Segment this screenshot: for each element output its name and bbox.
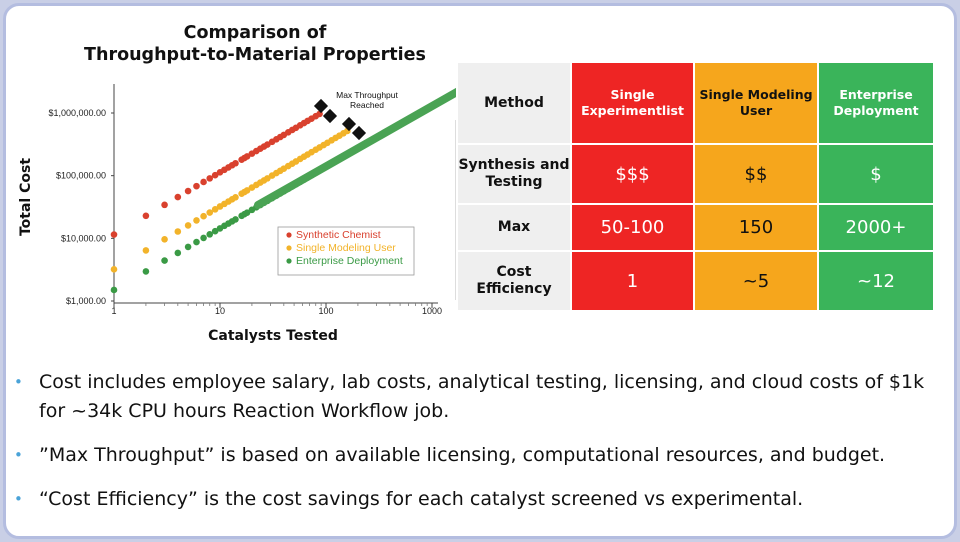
data-point <box>243 209 251 216</box>
data-point <box>232 194 239 201</box>
table-cell: ~5 <box>693 250 819 312</box>
data-point <box>232 159 239 167</box>
y-axis-title: Total Cost <box>18 158 34 236</box>
data-point <box>184 222 192 229</box>
data-point <box>200 178 207 186</box>
legend-marker <box>286 245 292 251</box>
legend-label: Enterprise Deployment <box>296 255 403 267</box>
table-row-label: Cost Efficiency <box>456 250 572 312</box>
legend-label: Synthetic Chemist <box>296 229 381 241</box>
bullet-icon: • <box>14 446 23 464</box>
table-cell: 50-100 <box>570 203 695 252</box>
data-point <box>174 249 182 257</box>
list-item: • “Cost Efficiency” is the cost savings f… <box>14 485 944 514</box>
max-throughput-marker <box>351 125 367 141</box>
data-point <box>142 268 150 275</box>
table-row-label: Synthesis and Testing <box>456 143 572 205</box>
table-cell: 1 <box>570 250 695 312</box>
data-point <box>200 212 207 220</box>
note-text: ”Max Throughput” is based on available l… <box>39 444 886 466</box>
bullet-icon: • <box>14 373 23 391</box>
data-point <box>193 182 200 190</box>
table-cell: $$ <box>693 143 819 205</box>
table-header-modeling-user: Single Modeling User <box>693 61 819 145</box>
y-tick-label: $1,000.00 <box>66 296 106 306</box>
comparison-table: Method Single Experimentlist Single Mode… <box>456 61 935 312</box>
chart-title-line-1: Comparison of <box>183 23 327 43</box>
table-row: Synthesis and Testing $$$ $$ $ <box>456 143 935 205</box>
data-point <box>211 227 219 235</box>
table-row: Cost Efficiency 1 ~5 ~12 <box>456 250 935 312</box>
data-point <box>110 266 118 273</box>
table-header-enterprise: Enterprise Deployment <box>817 61 935 145</box>
data-point <box>110 286 118 294</box>
data-point <box>243 153 251 160</box>
data-point <box>161 257 168 264</box>
data-point <box>206 175 214 182</box>
y-tick-label: $10,000.00 <box>61 233 106 243</box>
data-point <box>206 209 214 216</box>
note-text: Cost includes employee salary, lab costs… <box>39 371 925 422</box>
annotation-line-1: Max Throughput <box>336 90 398 100</box>
bullet-icon: • <box>14 490 23 508</box>
legend-box <box>277 226 415 276</box>
data-point <box>206 231 214 238</box>
table-header-row: Method Single Experimentlist Single Mode… <box>456 61 935 145</box>
note-text: “Cost Efficiency” is the cost savings fo… <box>39 488 804 510</box>
data-point <box>184 243 192 251</box>
max-throughput-marker <box>322 108 338 124</box>
data-point <box>161 201 168 209</box>
data-point <box>142 247 150 254</box>
x-axis-title: Catalysts Tested <box>208 328 338 344</box>
data-point <box>161 236 168 243</box>
legend-marker <box>286 258 292 264</box>
data-point <box>110 231 118 238</box>
list-item: • Cost includes employee salary, lab cost… <box>14 368 944 426</box>
data-point <box>193 217 200 224</box>
data-point <box>200 234 207 242</box>
max-throughput-marker <box>313 98 329 114</box>
data-point <box>174 193 182 201</box>
table-header-method: Method <box>456 61 572 145</box>
chart-title-line-2: Throughput-to-Material Properties <box>84 45 426 65</box>
table-cell: $$$ <box>570 143 695 205</box>
table-row: Max 50-100 150 2000+ <box>456 203 935 252</box>
legend-label: Single Modeling User <box>296 242 396 254</box>
notes-list: • Cost includes employee salary, lab cost… <box>14 368 944 529</box>
data-point <box>193 238 200 246</box>
y-tick-label: $100,000.00 <box>56 171 106 181</box>
table-cell: $ <box>817 143 935 205</box>
data-point <box>243 187 251 194</box>
max-throughput-marker <box>341 116 357 132</box>
data-point <box>184 187 192 195</box>
data-point <box>142 212 150 220</box>
y-tick-label: $1,000,000.00 <box>48 108 106 118</box>
x-tick-label: 1 <box>111 306 116 316</box>
x-tick-label: 100 <box>318 306 333 316</box>
x-tick-label: 1000 <box>422 306 442 316</box>
data-point <box>211 171 219 179</box>
chart-title: Comparison of Throughput-to-Material Pro… <box>40 22 470 66</box>
trend-arrow-shaft <box>254 76 482 209</box>
table-row-label: Max <box>456 203 572 252</box>
table-header-experimentlist: Single Experimentlist <box>570 61 695 145</box>
table-cell: ~12 <box>817 250 935 312</box>
table-cell: 2000+ <box>817 203 935 252</box>
data-point <box>174 228 182 235</box>
list-item: • ”Max Throughput” is based on available … <box>14 441 944 470</box>
table-cell: 150 <box>693 203 819 252</box>
data-point <box>232 216 239 223</box>
x-tick-label: 10 <box>215 306 225 316</box>
data-point <box>211 206 219 213</box>
annotation-line-2: Reached <box>350 100 384 110</box>
legend-marker <box>286 232 292 238</box>
